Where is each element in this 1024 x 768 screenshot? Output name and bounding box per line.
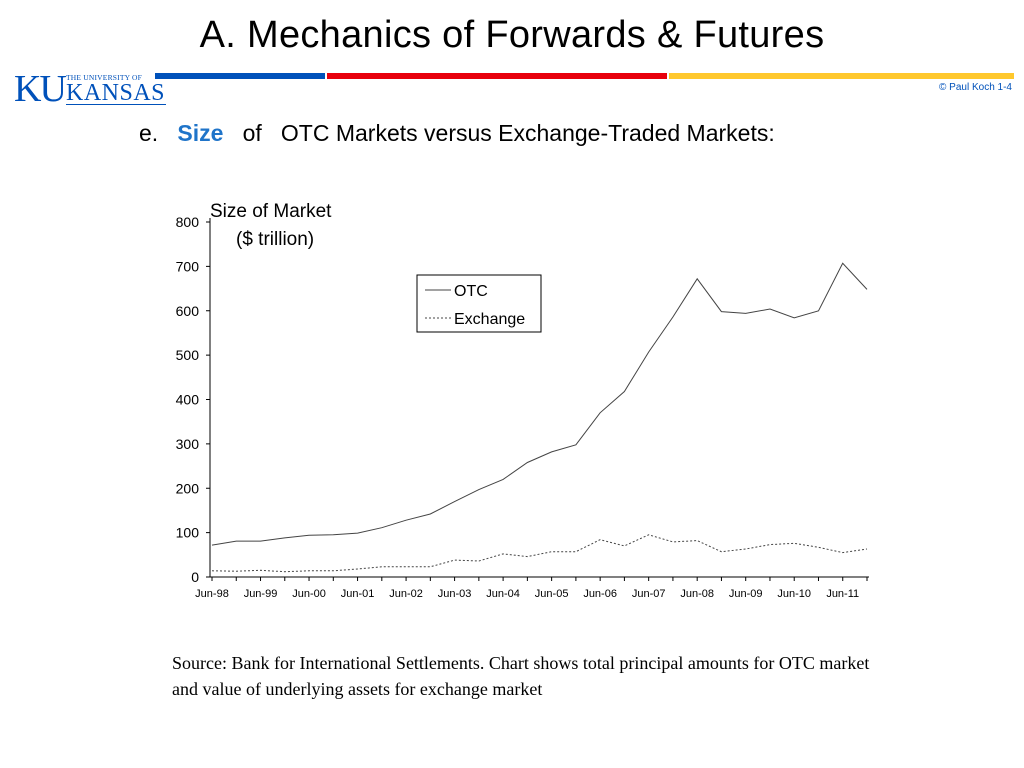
series-line-otc <box>211 262 868 546</box>
y-tick-label: 600 <box>176 303 200 319</box>
chart-axes: 0 100 200 300 400 500 600 700 800 Jun-98 Jun-99 Jun… <box>176 214 869 600</box>
x-tick-label: Jun-08 <box>680 588 714 600</box>
x-tick-label: Jun-05 <box>535 588 569 600</box>
ku-logo: KU THE UNIVERSITY OF KANSAS <box>14 68 166 110</box>
y-tick-label: 400 <box>176 392 200 408</box>
header-bar-blue <box>155 73 325 79</box>
logo-rule <box>66 104 166 105</box>
subtitle-letter: e. <box>139 120 159 146</box>
y-tick-label: 800 <box>176 214 200 230</box>
header-bar-red <box>327 73 667 79</box>
y-tick-label: 700 <box>176 258 200 274</box>
chart-series-lines <box>211 262 868 573</box>
subtitle-of: of <box>242 120 262 146</box>
x-tick-label: Jun-01 <box>341 588 375 600</box>
chart-subtitle: ($ trillion) <box>236 229 314 250</box>
header-bar-yellow <box>669 73 1014 79</box>
logo-ku-mark: KU <box>14 68 67 110</box>
slide-title: A. Mechanics of Forwards & Futures <box>199 14 825 56</box>
x-tick-label: Jun-02 <box>389 588 423 600</box>
logo-university-line: THE UNIVERSITY OF <box>66 73 143 82</box>
x-tick-label: Jun-04 <box>486 588 520 600</box>
legend-box <box>416 274 542 333</box>
x-tick-label: Jun-00 <box>292 588 326 600</box>
x-tick-label: Jun-09 <box>729 588 763 600</box>
x-tick-label: Jun-06 <box>583 588 617 600</box>
y-tick-label: 500 <box>176 347 200 363</box>
x-tick-label: Jun-03 <box>438 588 472 600</box>
series-line-exchange <box>211 534 868 573</box>
y-tick-label: 200 <box>176 480 200 496</box>
chart-legend: OTC Exchange <box>416 274 542 333</box>
market-size-chart: Size of Market ($ trillion) 0 100 200 300 40… <box>176 201 869 600</box>
source-note: Source: Bank for International Settlemen… <box>172 653 870 699</box>
x-tick-label: Jun-07 <box>632 588 666 600</box>
slide-subtitle: e. Size of OTC Markets versus Exchange-T… <box>139 120 775 147</box>
x-tick-label: Jun-99 <box>244 588 278 600</box>
legend-label-otc: OTC <box>454 283 488 300</box>
subtitle-rest: OTC Markets versus Exchange-Traded Marke… <box>280 120 775 146</box>
x-tick-label: Jun-10 <box>777 588 811 600</box>
y-tick-label: 0 <box>191 569 199 585</box>
y-tick-label: 100 <box>176 525 200 541</box>
subtitle-highlight: Size <box>177 120 224 146</box>
y-tick-label: 300 <box>176 436 200 452</box>
x-tick-label: Jun-98 <box>195 588 229 600</box>
x-tick-label: Jun-11 <box>826 588 859 600</box>
legend-label-exchange: Exchange <box>454 311 525 328</box>
logo-kansas-name: KANSAS <box>66 80 166 106</box>
copyright-text: © Paul Koch 1-4 <box>939 82 1012 93</box>
chart-title: Size of Market <box>210 201 332 222</box>
